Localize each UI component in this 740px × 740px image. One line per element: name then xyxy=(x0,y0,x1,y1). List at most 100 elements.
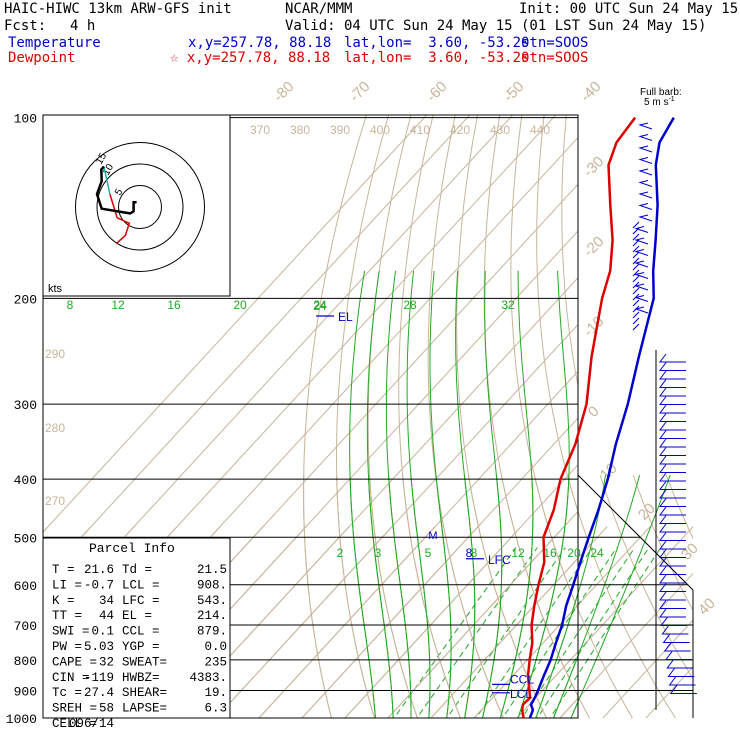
parcel-value: 44 xyxy=(99,609,114,623)
mixing-ratio-label: 28 xyxy=(403,298,417,312)
dewpoint-latlon: lat,lon= 3.60, -53.20 xyxy=(344,50,530,66)
isotherm-line xyxy=(43,115,471,580)
wind-barb xyxy=(662,634,690,643)
isotherm-label: -30 xyxy=(580,153,607,180)
barb-legend-line2: 5 m s xyxy=(644,97,668,108)
isotherm-line xyxy=(215,323,578,718)
wind-barb xyxy=(634,272,649,279)
isotherm-line xyxy=(43,115,428,533)
isotherm-label: -60 xyxy=(423,78,450,105)
wind-barb xyxy=(659,472,686,482)
pressure-tick-label: 600 xyxy=(14,579,37,594)
wind-barb xyxy=(669,685,697,694)
wind-barb xyxy=(659,370,686,380)
wind-barb xyxy=(659,540,686,550)
wind-barb xyxy=(659,515,686,524)
temperature-station: stn=SOOS xyxy=(521,35,589,51)
dewpoint-xy: ☆ x,y=257.78, 88.18 xyxy=(170,50,331,66)
wind-barb xyxy=(659,396,686,405)
mixing-ratio-label: 24 xyxy=(590,546,604,560)
mixing-ratio-label: 16 xyxy=(543,546,557,560)
wind-barb xyxy=(632,251,640,259)
isotherm-label: -20 xyxy=(580,233,607,260)
parcel-value: T = xyxy=(52,563,75,577)
moist-adiabat-line xyxy=(406,270,431,718)
wind-barb xyxy=(659,464,686,473)
hodograph-trace-mid xyxy=(103,166,111,195)
dry-adiabat-line xyxy=(699,90,740,731)
dry-adiabat-line xyxy=(720,90,740,731)
wind-barb xyxy=(638,203,653,210)
model-title: HAIC-HIWC 13km ARW-GFS init xyxy=(4,1,232,17)
pressure-tick-label: 500 xyxy=(14,531,37,546)
el-temp-label: 24 xyxy=(313,299,327,313)
wind-barb xyxy=(659,600,686,609)
wind-barb xyxy=(632,269,640,277)
wind-barb xyxy=(638,191,653,199)
parcel-value: YGP = xyxy=(122,640,160,654)
svg-text:5 m s-1: 5 m s-1 xyxy=(644,96,675,108)
moist-adiabat-line xyxy=(349,270,376,718)
parcel-value: 214. xyxy=(197,609,227,623)
dewpoint-profile xyxy=(520,116,637,719)
org-label: NCAR/MMM xyxy=(285,1,353,17)
wind-barb xyxy=(666,659,694,669)
wind-barb xyxy=(659,523,686,533)
parcel-value: CCL = xyxy=(122,625,160,639)
theta-label: 370 xyxy=(250,123,270,137)
parcel-value: CIN = xyxy=(52,671,90,685)
isotherm-line xyxy=(559,572,693,718)
dry-adiabat-line xyxy=(536,115,578,513)
wind-barb xyxy=(659,608,686,618)
wind-barb xyxy=(659,583,686,592)
hodograph-ring xyxy=(75,142,205,272)
wind-barb xyxy=(659,430,686,439)
parcel-value: 0.1 xyxy=(91,625,114,639)
forecast-label: Fcst: xyxy=(4,18,47,34)
temperature-xy: x,y=257.78, 88.18 xyxy=(188,35,332,51)
pressure-tick-label: 100 xyxy=(14,112,37,127)
wind-barb xyxy=(638,168,653,176)
level-label: LFC xyxy=(488,553,511,567)
wind-barb xyxy=(634,237,649,245)
wind-barb xyxy=(632,287,640,295)
wind-barb xyxy=(659,404,686,414)
wind-barb xyxy=(638,122,653,130)
parcel-value: K = xyxy=(52,594,75,608)
mixing-ratio-line xyxy=(393,547,517,718)
parcel-value: 27.4 xyxy=(84,686,114,700)
mixing-ratio-line xyxy=(521,547,636,718)
wind-barb xyxy=(668,676,696,686)
mixing-ratio-label: 20 xyxy=(567,546,581,560)
pressure-tick-label: 200 xyxy=(14,292,37,307)
dry-adiabat-line xyxy=(427,115,505,718)
wind-barb xyxy=(634,283,649,291)
parcel-value: TT = xyxy=(52,609,82,623)
isotherm-label: 20 xyxy=(635,500,659,524)
isotherm-label: -50 xyxy=(500,78,527,105)
dry-adiabat-line xyxy=(398,115,462,718)
parcel-value: 235 xyxy=(204,655,227,669)
parcel-value: LI = xyxy=(52,578,82,592)
mixing-ratio-label: 8 xyxy=(67,298,74,312)
isotherm-label: 0 xyxy=(585,403,603,421)
wind-barb-column xyxy=(632,122,697,710)
mixing-ratio-label: 20 xyxy=(233,298,247,312)
wind-barb xyxy=(632,299,640,307)
wind-barb xyxy=(638,180,653,187)
pressure-tick-label: 900 xyxy=(14,685,37,700)
moist-adiabat-line xyxy=(570,475,671,718)
wind-barb xyxy=(638,157,653,164)
wind-barb xyxy=(667,668,695,677)
dry-adiabat-line xyxy=(699,90,740,731)
moist-adiabat-line xyxy=(499,270,534,718)
wind-barb xyxy=(659,489,686,499)
wind-barb xyxy=(660,617,688,626)
parcel-value: 32 xyxy=(99,655,114,669)
mixing-ratio-line xyxy=(475,547,593,718)
temperature-latlon: lat,lon= 3.60, -53.20 xyxy=(344,35,530,51)
wind-barb xyxy=(638,145,653,153)
theta-label: 380 xyxy=(290,123,310,137)
wind-barb xyxy=(659,557,686,567)
level-label: LCL xyxy=(510,687,532,701)
